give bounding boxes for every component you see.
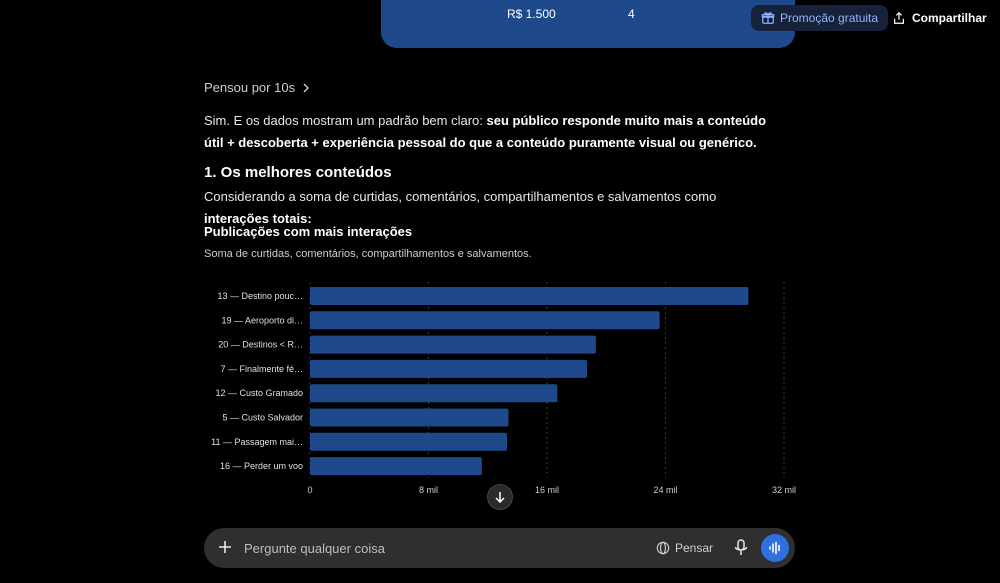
think-label: Pensar (675, 541, 714, 555)
intro-bold-text: seu público responde muito mais a conteú… (204, 113, 767, 150)
waveform-icon (768, 541, 782, 555)
bar[interactable] (310, 408, 509, 427)
scroll-down-button[interactable] (487, 484, 513, 510)
chevron-right-icon (301, 83, 311, 93)
count-value: 4 (628, 7, 635, 21)
category-label: 13 — Destino pouc… (217, 291, 303, 301)
microphone-icon[interactable] (734, 539, 748, 557)
bar[interactable] (310, 311, 660, 330)
bar[interactable] (310, 359, 587, 378)
bar[interactable] (310, 384, 558, 403)
composer: Pensar (204, 528, 795, 568)
gift-icon (761, 11, 775, 25)
share-button[interactable]: Compartilhar (886, 5, 993, 31)
share-label: Compartilhar (912, 11, 987, 25)
p2-bold-text: interações totais: (204, 211, 312, 226)
category-label: 11 — Passagem mai… (211, 437, 303, 447)
category-label: 12 — Custo Gramado (215, 388, 303, 398)
promo-button[interactable]: Promoção gratuita (751, 5, 889, 31)
category-label: 20 — Destinos < R… (218, 340, 303, 350)
x-tick-label: 8 mil (419, 485, 438, 495)
chart-subtitle: Soma de curtidas, comentários, compartil… (204, 248, 532, 260)
x-tick-label: 24 mil (653, 485, 677, 495)
bar[interactable] (310, 287, 749, 305)
bar-chart: 0 8 mil 16 mil 24 mil 32 mil 13 — Destino pou… (204, 280, 800, 500)
category-label: 16 — Perder um voo (220, 461, 303, 471)
chart-title: Publicações com mais interações (204, 224, 413, 239)
previous-message-card: R$ 1.500 4 (381, 0, 795, 48)
bar[interactable] (310, 457, 482, 476)
section-heading: 1. Os melhores conteúdos (204, 164, 392, 181)
x-tick-label: 32 mil (772, 485, 796, 495)
answer-paragraph: Considerando a soma de curtidas, comentá… (204, 186, 784, 230)
arrow-down-icon (494, 491, 506, 503)
category-label: 7 — Finalmente fé… (220, 364, 303, 374)
think-button[interactable]: Pensar (656, 537, 713, 559)
prompt-input[interactable] (244, 536, 624, 560)
chart-svg: 0 8 mil 16 mil 24 mil 32 mil 13 — Destino pou… (211, 282, 796, 495)
bar[interactable] (310, 335, 596, 354)
x-tick-label: 16 mil (535, 485, 559, 495)
p2-text: Considerando a soma de curtidas, comentá… (204, 189, 717, 204)
x-tick-label: 0 (307, 485, 312, 495)
plus-icon[interactable] (216, 538, 234, 556)
bar[interactable] (310, 432, 508, 451)
share-icon (892, 11, 906, 25)
category-label: 5 — Custo Salvador (222, 413, 303, 423)
intro-text: Sim. E os dados mostram um padrão bem cl… (204, 113, 487, 128)
thought-label: Pensou por 10s (204, 80, 296, 95)
voice-mode-button[interactable] (761, 534, 789, 562)
price-value: R$ 1.500 (507, 7, 556, 21)
answer-intro: Sim. E os dados mostram um padrão bem cl… (204, 110, 784, 154)
category-label: 19 — Aeroporto di… (221, 315, 303, 325)
promo-label: Promoção gratuita (780, 11, 879, 25)
thought-toggle[interactable]: Pensou por 10s (204, 80, 311, 95)
globe-icon (656, 541, 670, 555)
